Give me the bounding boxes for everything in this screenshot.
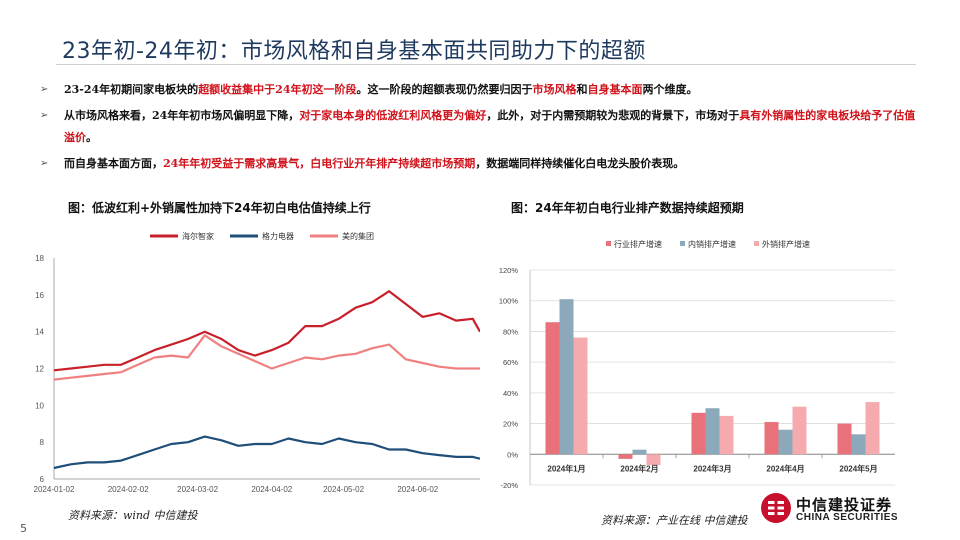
body-text: 。这一阶段的超额表现仍然要归因于 [356, 83, 533, 96]
highlight-text: 对于家电本身的低波红利风格更为偏好 [299, 109, 487, 122]
highlight-text: 超额收益集中于24年初这一阶段 [198, 83, 357, 96]
y-tick-label: 120% [499, 266, 519, 275]
bar [865, 402, 880, 455]
category-label: 2024年2月 [620, 463, 658, 473]
x-tick-label: 2024-04-02 [251, 485, 292, 494]
bullet-item: ➢ 从市场风格来看，24年年初市场风偏明显下降，对于家电本身的低波红利风格更为偏好… [40, 105, 920, 149]
legend-label: 美的集团 [342, 231, 374, 241]
legend-swatch [680, 241, 685, 246]
bar [691, 412, 706, 455]
bar [618, 454, 633, 459]
series-line [53, 435, 480, 470]
body-text: 从市场风格来看，24年年初市场风偏明显下降， [64, 109, 300, 122]
x-tick-label: 2024-05-02 [323, 485, 364, 494]
bar-chart: -20% 0% 20% 40% 60% 80% 100% 120% 行业排产增速 内销排产增速 外销… [499, 239, 895, 490]
y-tick-label: 14 [35, 328, 44, 337]
bar [719, 415, 734, 455]
left-source-note: 资料来源：wind 中信建投 [68, 509, 198, 522]
logo-english-name: CHINA SECURITIES [796, 512, 899, 523]
bar [837, 423, 852, 455]
bullet-item: ➢ 23-24年初期间家电板块的超额收益集中于24年初这一阶段。这一阶段的超额表现… [40, 79, 920, 101]
bar [632, 449, 647, 455]
y-tick-label: 80% [503, 327, 518, 336]
bar [545, 322, 560, 455]
legend-label: 格力电器 [262, 231, 294, 241]
bar [573, 337, 588, 455]
x-tick-label: 2024-02-02 [108, 485, 149, 494]
title-divider [56, 64, 916, 65]
y-tick-label: 18 [35, 254, 44, 263]
y-tick-label: -20% [500, 481, 518, 490]
y-tick-label: 20% [503, 420, 518, 429]
line-chart: 6 8 10 12 14 16 18 2024-01-02 2024-02-02 2024-03-… [34, 231, 480, 494]
y-tick-label: 12 [35, 365, 44, 374]
body-text: 两个维度。 [642, 83, 698, 96]
y-tick-label: 40% [503, 389, 518, 398]
category-label: 2024年3月 [693, 463, 731, 473]
y-tick-label: 16 [35, 291, 44, 300]
bar [764, 422, 779, 455]
x-tick-label: 2024-03-02 [177, 485, 218, 494]
highlight-text: 自身基本面 [587, 83, 643, 96]
bullet-arrow-icon: ➢ [40, 110, 49, 121]
legend-label: 内销排产增速 [688, 239, 736, 249]
right-source-note: 资料来源：产业在线 中信建投 [601, 514, 748, 527]
category-label: 2024年5月 [839, 463, 877, 473]
series-line [53, 290, 480, 372]
category-label: 2024年1月 [547, 463, 585, 473]
y-tick-label: 0% [507, 450, 518, 459]
legend-swatch [754, 241, 759, 246]
left-chart-title: 图：低波红利+外销属性加持下24年初白电估值持续上行 [68, 201, 371, 215]
logo-emblem-icon [761, 493, 791, 523]
body-text: 23-24年初期间家电板块的 [64, 83, 199, 96]
company-logo: 中信建投证券 CHINA SECURITIES [760, 492, 920, 526]
body-text: 而自身基本面方面， [64, 157, 163, 170]
page-number: 5 [20, 522, 27, 535]
highlight-text: 市场风格 [532, 83, 577, 96]
bar [851, 434, 866, 455]
y-tick-label: 8 [40, 438, 45, 447]
body-text: ，数据端同样持续催化白电龙头股价表现。 [475, 157, 685, 170]
legend-label: 行业排产增速 [614, 239, 662, 249]
bullet-arrow-icon: ➢ [40, 158, 49, 169]
bullet-item: ➢ 而自身基本面方面，24年年初受益于需求高景气，白电行业开年排产持续超市场预期，… [40, 153, 920, 175]
x-tick-label: 2024-01-02 [34, 485, 75, 494]
page-title: 23年初-24年初：市场风格和自身基本面共同助力下的超额 [62, 39, 646, 64]
series-line [53, 334, 480, 381]
bar [559, 299, 574, 455]
y-tick-label: 6 [40, 475, 45, 484]
bullet-list: ➢ 23-24年初期间家电板块的超额收益集中于24年初这一阶段。这一阶段的超额表现… [40, 79, 920, 175]
logo-chinese-name: 中信建投证券 [796, 496, 893, 514]
highlight-text: 具有外销属性的家电板块给予了估值溢价 [64, 109, 916, 144]
legend-swatch [606, 241, 611, 246]
highlight-text: 24年年初受益于需求高景气，白电行业开年排产持续超市场预期 [163, 157, 476, 170]
y-tick-label: 100% [499, 297, 519, 306]
bar [646, 454, 661, 466]
legend-label: 海尔智家 [182, 231, 214, 241]
bullet-arrow-icon: ➢ [40, 84, 49, 95]
body-text: 和 [576, 83, 588, 96]
body-text: ，此外，对于内需预期较为悲观的背景下，市场对于 [486, 109, 740, 122]
body-text: 。 [86, 131, 97, 144]
bar [778, 429, 793, 455]
right-chart-title: 图：24年年初白电行业排产数据持续超预期 [511, 201, 744, 215]
y-tick-label: 60% [503, 358, 518, 367]
y-tick-label: 10 [35, 401, 44, 410]
legend-label: 外销排产增速 [762, 239, 810, 249]
bar [705, 408, 720, 455]
bar [792, 406, 807, 455]
x-tick-label: 2024-06-02 [397, 485, 438, 494]
category-label: 2024年4月 [766, 463, 804, 473]
